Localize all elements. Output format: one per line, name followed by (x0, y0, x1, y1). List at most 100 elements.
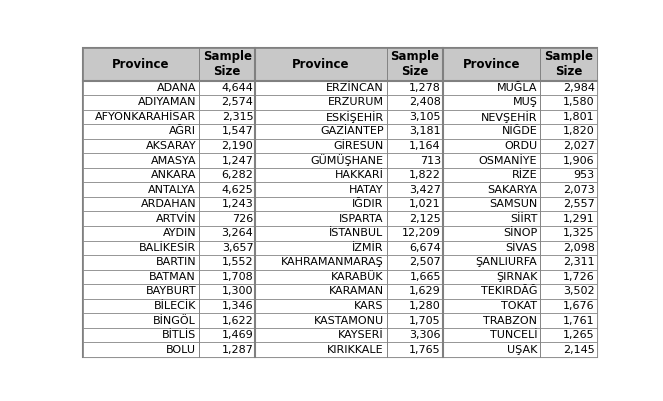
Text: 1,346: 1,346 (221, 301, 253, 311)
Text: Province: Province (292, 58, 350, 71)
Text: BAYBURT: BAYBURT (145, 286, 196, 296)
Bar (540, 284, 597, 299)
Bar (199, 197, 255, 211)
Text: KARABÜK: KARABÜK (331, 272, 384, 282)
Bar (443, 109, 540, 124)
Bar (83, 255, 199, 269)
Bar (199, 342, 255, 357)
Text: 1,820: 1,820 (563, 126, 595, 136)
Bar (387, 168, 443, 182)
Bar (255, 168, 387, 182)
Text: 1,300: 1,300 (222, 286, 253, 296)
Bar (387, 255, 443, 269)
Bar (387, 342, 443, 357)
Text: 726: 726 (232, 214, 253, 224)
Text: NEVŞEHİR: NEVŞEHİR (481, 111, 537, 123)
Bar (387, 269, 443, 284)
Bar (387, 241, 443, 255)
Text: 1,726: 1,726 (563, 272, 595, 282)
Bar (255, 139, 387, 153)
Bar (255, 342, 387, 357)
Bar (443, 153, 540, 168)
Bar (387, 81, 443, 95)
Bar (540, 153, 597, 168)
Bar (540, 81, 597, 95)
Bar (540, 95, 597, 109)
Text: 1,325: 1,325 (563, 228, 595, 238)
Text: 1,469: 1,469 (221, 330, 253, 340)
Bar (443, 211, 540, 226)
Bar (443, 313, 540, 328)
Text: OSMANİYE: OSMANİYE (479, 156, 537, 166)
Text: SAKARYA: SAKARYA (487, 184, 537, 194)
Bar (387, 284, 443, 299)
Text: GÜMÜŞHANE: GÜMÜŞHANE (310, 154, 384, 166)
Bar (387, 153, 443, 168)
Text: Sample
Size: Sample Size (391, 51, 440, 78)
Text: 6,282: 6,282 (221, 170, 253, 180)
Text: 3,105: 3,105 (409, 112, 441, 122)
Bar (255, 182, 387, 197)
Bar (199, 255, 255, 269)
Bar (83, 226, 199, 241)
Bar (255, 109, 387, 124)
Bar (199, 241, 255, 255)
Text: KARS: KARS (354, 301, 384, 311)
Text: SİİRT: SİİRT (510, 214, 537, 224)
Bar (443, 48, 540, 81)
Bar (255, 153, 387, 168)
Bar (443, 241, 540, 255)
Text: MUŞ: MUŞ (512, 97, 537, 107)
Bar (540, 139, 597, 153)
Text: 1,761: 1,761 (563, 316, 595, 326)
Text: AKSARAY: AKSARAY (145, 141, 196, 151)
Text: 1,021: 1,021 (409, 199, 441, 209)
Bar (83, 313, 199, 328)
Bar (199, 48, 255, 81)
Bar (540, 182, 597, 197)
Bar (83, 168, 199, 182)
Text: 1,291: 1,291 (563, 214, 595, 224)
Text: BOLU: BOLU (166, 344, 196, 354)
Text: BALİKESİR: BALİKESİR (139, 243, 196, 253)
Bar (255, 48, 387, 81)
Bar (255, 81, 387, 95)
Text: AMASYA: AMASYA (151, 156, 196, 166)
Bar (387, 328, 443, 342)
Bar (255, 284, 387, 299)
Text: 1,822: 1,822 (409, 170, 441, 180)
Bar (540, 241, 597, 255)
Text: 2,098: 2,098 (563, 243, 595, 253)
Bar (199, 95, 255, 109)
Bar (540, 269, 597, 284)
Bar (540, 211, 597, 226)
Text: AYDIN: AYDIN (162, 228, 196, 238)
Text: 2,073: 2,073 (563, 184, 595, 194)
Bar (83, 139, 199, 153)
Bar (443, 269, 540, 284)
Text: ANKARA: ANKARA (151, 170, 196, 180)
Text: 12,209: 12,209 (402, 228, 441, 238)
Text: 1,629: 1,629 (409, 286, 441, 296)
Text: 1,665: 1,665 (409, 272, 441, 282)
Text: MUĞLA: MUĞLA (497, 83, 537, 93)
Text: ADANA: ADANA (156, 83, 196, 93)
Bar (540, 255, 597, 269)
Bar (540, 313, 597, 328)
Bar (540, 328, 597, 342)
Text: ARTVİN: ARTVİN (155, 214, 196, 224)
Text: BARTIN: BARTIN (155, 257, 196, 267)
Text: RİZE: RİZE (512, 170, 537, 180)
Bar (443, 139, 540, 153)
Bar (199, 284, 255, 299)
Text: ERZİNCAN: ERZİNCAN (326, 83, 384, 93)
Text: 2,507: 2,507 (409, 257, 441, 267)
Bar (387, 95, 443, 109)
Text: ARDAHAN: ARDAHAN (141, 199, 196, 209)
Bar (540, 342, 597, 357)
Bar (443, 284, 540, 299)
Bar (199, 124, 255, 139)
Bar (443, 255, 540, 269)
Text: Sample
Size: Sample Size (203, 51, 252, 78)
Bar (387, 48, 443, 81)
